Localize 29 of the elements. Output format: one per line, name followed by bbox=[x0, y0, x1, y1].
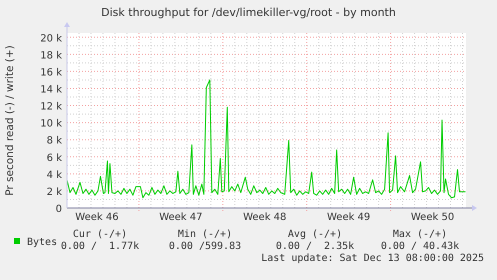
y-tick-label: 20 k bbox=[40, 33, 62, 44]
legend-label: Bytes bbox=[27, 237, 58, 248]
chart-title: Disk throughput for /dev/limekiller-vg/root - by month bbox=[101, 6, 396, 19]
y-tick-label: 2 k bbox=[46, 186, 62, 198]
x-tick-label: Week 47 bbox=[159, 212, 203, 223]
x-tick-label: Week 46 bbox=[75, 212, 119, 223]
text: Last update: Sat Dec 13 08:00:00 2025 bbox=[261, 253, 484, 264]
y-axis-title: Pr second read (-) / write (+) bbox=[4, 45, 16, 196]
y-tick-label: 18 k bbox=[40, 50, 62, 62]
text: 0.00 / 40.43k bbox=[380, 241, 460, 252]
text: 0.00 /599.83 bbox=[168, 241, 242, 252]
y-tick-label: 0 bbox=[56, 204, 62, 215]
y-tick-label: 8 k bbox=[46, 136, 62, 147]
line-series bbox=[66, 79, 466, 198]
x-tick-label: Week 49 bbox=[326, 212, 370, 223]
text: Avg (-/+) bbox=[288, 229, 342, 240]
y-tick-label: 10 k bbox=[40, 118, 62, 130]
text: 0.00 / 1.77k bbox=[60, 241, 140, 252]
y-tick-label: 14 k bbox=[40, 84, 62, 96]
text: Min (-/+) bbox=[178, 229, 232, 240]
y-tick-label: 12 k bbox=[40, 102, 62, 113]
y-tick-label: 4 k bbox=[46, 170, 62, 181]
text: 0.00 / 2.35k bbox=[276, 241, 354, 252]
text: Cur (-/+) bbox=[72, 229, 128, 240]
x-tick-label: Week 50 bbox=[410, 212, 454, 223]
text: Max (-/+) bbox=[392, 229, 448, 240]
x-tick-label: Week 48 bbox=[243, 212, 286, 223]
y-tick-label: 6 k bbox=[46, 152, 62, 164]
y-tick-label: 16 k bbox=[40, 67, 62, 78]
